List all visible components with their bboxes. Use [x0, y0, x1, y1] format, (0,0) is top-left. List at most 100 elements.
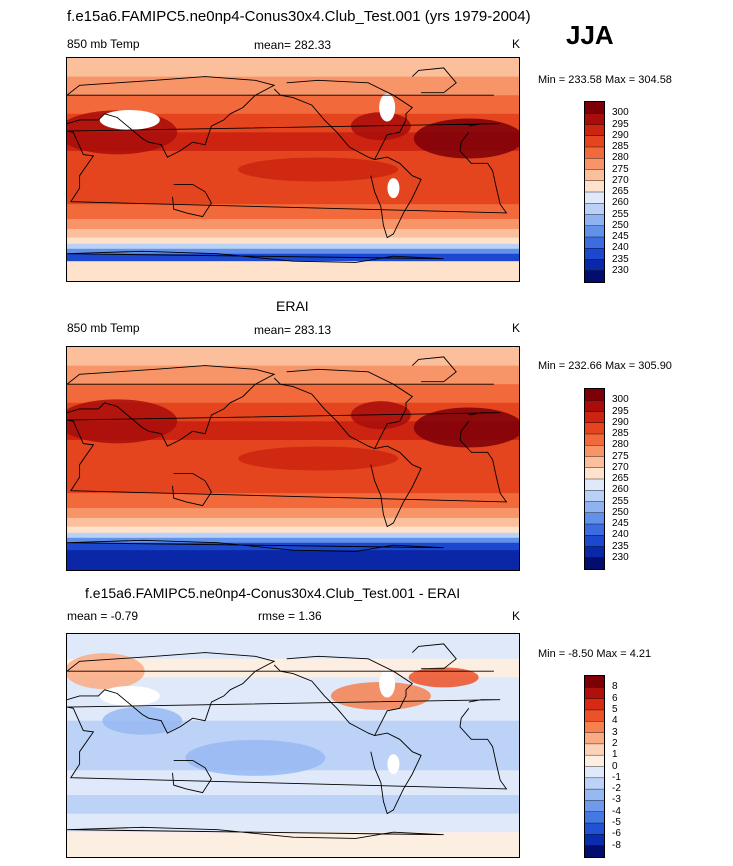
colorbar-tick-label: 4 — [612, 715, 618, 727]
colorbar-tick-label: 280 — [612, 439, 629, 451]
colorbar-tick-label: 300 — [612, 394, 629, 406]
coastline — [67, 76, 494, 158]
colorbar-tick-label: 1 — [612, 749, 618, 761]
colorbar-tick-label: 270 — [612, 174, 629, 186]
colorbar-swatch — [585, 259, 604, 272]
field-band — [67, 261, 519, 281]
field-band — [67, 228, 519, 239]
colorbar-swatch — [585, 834, 604, 847]
missing-data-patch — [379, 93, 396, 122]
colorbar-tick-label: 295 — [612, 405, 629, 417]
coastline — [273, 655, 414, 737]
colorbar-tick-label: 285 — [612, 428, 629, 439]
colorbar-tick-label: 285 — [612, 141, 629, 152]
colorbar-tick-label: 0 — [612, 760, 618, 772]
colorbar-swatch — [585, 811, 604, 824]
colorbar-swatch — [585, 113, 604, 125]
field-band — [67, 813, 519, 833]
colorbar-tick-label: 250 — [612, 506, 629, 518]
colorbar-tick-label: 290 — [612, 416, 629, 428]
colorbar-swatch — [585, 214, 604, 227]
panel1-map — [66, 57, 520, 282]
colorbar-tick-label: -2 — [612, 783, 621, 795]
colorbar-tick-label: 275 — [612, 163, 629, 175]
colorbar-tick-label: 265 — [612, 473, 629, 484]
colorbar-swatch — [585, 676, 604, 688]
field-band — [67, 542, 519, 551]
field-band — [67, 508, 519, 519]
panel2-minmax: Min = 232.66 Max = 305.90 — [538, 360, 672, 372]
field-band — [67, 132, 519, 152]
colorbar-tick-label: -5 — [612, 817, 621, 829]
colorbar-swatch — [585, 698, 604, 711]
colorbar-tick-label: 260 — [612, 484, 629, 496]
colorbar-tick-label: 3 — [612, 726, 618, 738]
colorbar-swatch — [585, 535, 604, 547]
colorbar-tick-label: 245 — [612, 518, 629, 529]
colorbar-tick-label: -3 — [612, 794, 621, 806]
field-band — [67, 477, 519, 494]
panel1-mean-label: mean= 282.33 — [254, 38, 332, 52]
colorbar-tick-label: 235 — [612, 540, 629, 552]
season-label: JJA — [566, 20, 614, 50]
field-anomaly — [102, 706, 183, 735]
field-band — [67, 237, 519, 245]
coastline — [67, 699, 508, 790]
colorbar-swatch — [585, 203, 604, 215]
colorbar-swatch — [585, 248, 604, 260]
colorbar-tick-label: 250 — [612, 219, 629, 231]
colorbar-tick-label: 290 — [612, 129, 629, 141]
colorbar-swatch — [585, 557, 604, 569]
colorbar-tick-label: 275 — [612, 450, 629, 462]
field-band — [67, 58, 519, 78]
coastline — [67, 539, 444, 552]
field-band — [67, 517, 519, 528]
colorbar-swatch — [585, 169, 604, 182]
colorbar-tick-label: 260 — [612, 197, 629, 209]
missing-data-patch — [99, 685, 160, 706]
coastline — [370, 156, 422, 239]
panel1-minmax: Min = 233.58 Max = 304.58 — [538, 74, 672, 86]
colorbar-swatch — [585, 743, 604, 756]
field-anomaly — [413, 407, 519, 448]
colorbar-swatch — [585, 434, 604, 446]
field-band — [67, 537, 519, 544]
panel3-mean-label: mean = -0.79 — [67, 609, 139, 623]
field-band — [67, 76, 519, 96]
field-band — [67, 832, 519, 857]
colorbar-swatch — [585, 225, 604, 238]
colorbar-swatch — [585, 687, 604, 700]
colorbar-swatch — [585, 422, 604, 435]
coastline — [67, 652, 494, 734]
colorbar-tick-label: 5 — [612, 703, 618, 715]
panel1-colorbar — [584, 101, 605, 283]
field-band — [67, 347, 519, 367]
coastline — [411, 356, 457, 383]
colorbar-tick-label: -8 — [612, 839, 621, 851]
field-band — [67, 421, 519, 441]
colorbar-swatch — [585, 192, 604, 204]
colorbar-swatch — [585, 501, 604, 514]
colorbar-tick-label: 255 — [612, 495, 629, 507]
panel3-rmse-label: rmse = 1.36 — [258, 609, 322, 623]
field-anomaly — [408, 667, 479, 688]
missing-data-patch — [387, 178, 400, 199]
colorbar-tick-label: 230 — [612, 551, 629, 563]
colorbar-swatch — [585, 789, 604, 801]
missing-data-patch — [379, 669, 396, 698]
colorbar-tick-label: 240 — [612, 529, 629, 541]
field-band — [67, 634, 519, 660]
colorbar-swatch — [585, 512, 604, 525]
colorbar-swatch — [585, 823, 604, 835]
coastline — [411, 67, 457, 94]
colorbar-tick-label: 270 — [612, 461, 629, 473]
colorbar-tick-label: 235 — [612, 253, 629, 265]
colorbar-tick-label: 2 — [612, 737, 618, 749]
colorbar-swatch — [585, 400, 604, 412]
field-band — [67, 526, 519, 534]
coastline — [172, 183, 212, 218]
colorbar-swatch — [585, 546, 604, 559]
colorbar-tick-label: 265 — [612, 186, 629, 197]
colorbar-swatch — [585, 456, 604, 469]
colorbar-tick-label: 245 — [612, 231, 629, 242]
